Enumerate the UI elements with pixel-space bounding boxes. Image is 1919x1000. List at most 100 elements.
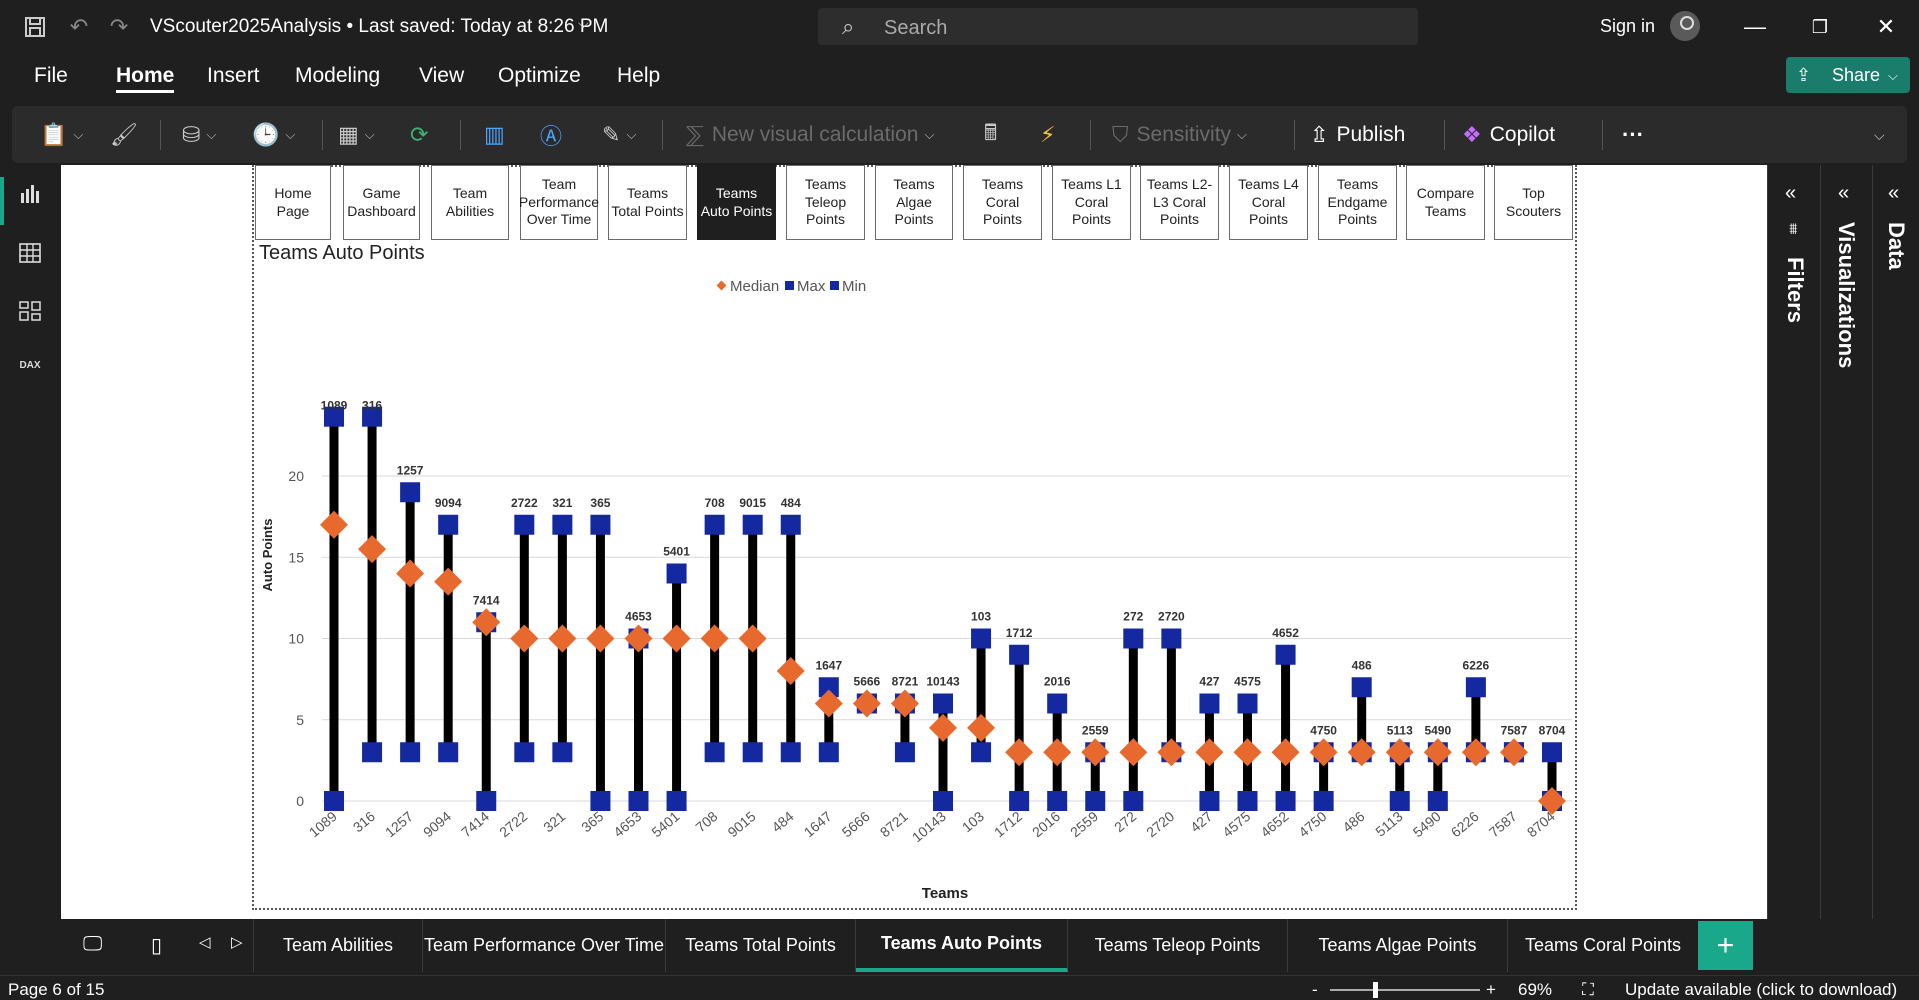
new-measure-button[interactable]: 🖩 (984, 118, 997, 152)
new-visual-button[interactable]: ▥ (484, 118, 505, 152)
nav-game-dashboard[interactable]: Game Dashboard (343, 165, 420, 240)
copilot-button[interactable]: ❖ Copilot (1462, 122, 1556, 147)
report-view-icon[interactable] (17, 183, 43, 209)
min-marker (514, 742, 535, 763)
search-input[interactable]: ⌕ Search (818, 8, 1418, 45)
close-icon[interactable]: ✕ (1876, 14, 1896, 39)
restore-icon[interactable]: ❐ (1811, 16, 1829, 37)
data-pane[interactable]: « Data (1872, 165, 1919, 919)
search-placeholder: Search (884, 17, 948, 39)
nav-compare-teams[interactable]: Compare Teams (1406, 165, 1485, 240)
x-tick-label: 1257 (382, 808, 416, 840)
format-painter-button[interactable]: 🖌 (110, 118, 138, 152)
tab-teams-auto-points[interactable]: Teams Auto Points (856, 919, 1068, 972)
nav-teams-algae-points[interactable]: Teams Algae Points (875, 165, 953, 240)
save-icon[interactable] (20, 12, 50, 42)
filters-pane[interactable]: « ⩩ Filters (1767, 165, 1819, 919)
menu-modeling[interactable]: Modeling (295, 64, 381, 87)
zoom-in-button[interactable]: + (1486, 980, 1496, 999)
table-view-icon[interactable] (17, 242, 43, 268)
menu-optimize[interactable]: Optimize (498, 64, 581, 87)
zoom-level[interactable]: 69% (1518, 980, 1553, 999)
data-label: 1089 (321, 399, 348, 413)
menu-view[interactable]: View (419, 64, 465, 87)
quick-measure-button[interactable]: ⚡ (1040, 118, 1055, 152)
zoom-slider-thumb[interactable] (1373, 982, 1378, 998)
undo-icon[interactable]: ↶ (69, 14, 89, 39)
y-tick-label: 5 (296, 712, 304, 728)
share-button[interactable]: ⇪ Share ⌵ (1786, 57, 1910, 93)
avatar[interactable] (1670, 11, 1700, 41)
update-available-link[interactable]: Update available (click to download) (1625, 980, 1898, 999)
expand-data-icon[interactable]: « (1888, 182, 1900, 204)
nav-teams-auto-points[interactable]: Teams Auto Points (697, 165, 776, 240)
document-title[interactable]: VScouter2025Analysis • Last saved: Today… (150, 16, 609, 37)
add-page-button[interactable]: + (1698, 921, 1753, 970)
nav-teams-l2-l3-coral[interactable]: Teams L2-L3 Coral Points (1140, 165, 1219, 240)
scroll-right-icon[interactable]: ▷ (231, 934, 243, 951)
more-options-button[interactable]: ··· (1622, 122, 1644, 147)
visualizations-pane[interactable]: « Visualizations (1820, 165, 1872, 919)
tab-teams-coral-points[interactable]: Teams Coral Points (1524, 935, 1682, 955)
sign-in-link[interactable]: Sign in (1600, 16, 1656, 36)
menu-help[interactable]: Help (617, 64, 661, 87)
menu-file[interactable]: File (34, 64, 68, 87)
nav-home-page[interactable]: Home Page (255, 165, 331, 240)
tab-teams-teleop-points[interactable]: Teams Teleop Points (1068, 919, 1288, 972)
scroll-left-icon[interactable]: ◁ (199, 934, 211, 951)
nav-teams-l1-coral[interactable]: Teams L1 Coral Points (1052, 165, 1131, 240)
legend-max-label: Max (797, 278, 826, 295)
nav-teams-teleop-points[interactable]: Teams Teleop Points (786, 165, 865, 240)
refresh-button[interactable]: ⟳ (410, 118, 428, 152)
fit-to-page-icon[interactable]: ⛶ (1582, 980, 1594, 999)
menu-insert[interactable]: Insert (207, 64, 260, 87)
model-view-icon[interactable] (17, 300, 43, 326)
legend-min-label: Min (842, 278, 866, 295)
min-marker (780, 742, 801, 763)
median-marker (662, 624, 691, 653)
get-data-button[interactable]: ⛁ ⌵ (182, 122, 217, 147)
nav-teams-coral-points[interactable]: Teams Coral Points (963, 165, 1042, 240)
median-marker (1347, 738, 1376, 767)
publish-button[interactable]: ⇫ Publish (1310, 122, 1406, 147)
nav-teams-total-points[interactable]: Teams Total Points (608, 165, 687, 240)
median-marker (738, 624, 767, 653)
min-marker (818, 742, 839, 763)
nav-top-scouters[interactable]: Top Scouters (1494, 165, 1573, 240)
dax-query-view-icon[interactable]: DAX (19, 360, 41, 371)
minimize-icon[interactable]: — (1744, 14, 1766, 39)
more-visuals-button[interactable]: ✎ ⌵ (602, 122, 637, 147)
paste-button[interactable]: 📋 ⌵ (40, 122, 84, 147)
new-visual-calculation-button[interactable]: ⅀ New visual calculation ⌵ (686, 122, 935, 147)
x-tick-label: 4750 (1295, 808, 1329, 840)
data-pane-title: Data (1884, 222, 1909, 270)
desktop-layout-icon[interactable]: 🖵 (83, 933, 103, 955)
page-tabs-bar: 🖵 ▯ ◁ ▷ Team Abilities Team Performance … (61, 919, 1767, 972)
nav-team-abilities[interactable]: Team Abilities (431, 165, 509, 240)
tab-teams-total-points[interactable]: Teams Total Points (666, 919, 856, 972)
mobile-layout-icon[interactable]: ▯ (151, 935, 163, 957)
x-tick-label: 4652 (1257, 808, 1291, 840)
recent-sources-button[interactable]: 🕒 ⌵ (252, 122, 296, 147)
nav-teams-l4-coral[interactable]: Teams L4 Coral Points (1229, 165, 1308, 240)
redo-icon[interactable]: ↷ (109, 14, 129, 39)
zoom-out-button[interactable]: - (1312, 980, 1318, 999)
expand-filters-icon[interactable]: « (1785, 182, 1797, 204)
zoom-slider[interactable] (1330, 989, 1480, 991)
tab-teams-algae-points[interactable]: Teams Algae Points (1288, 919, 1508, 972)
nav-team-performance[interactable]: Team Performance Over Time (519, 165, 599, 240)
expand-visualizations-icon[interactable]: « (1838, 182, 1850, 204)
tab-team-abilities[interactable]: Team Abilities (253, 919, 423, 972)
text-box-button[interactable]: Ⓐ (540, 118, 562, 152)
sensitivity-button[interactable]: ⛉ Sensitivity ⌵ (1112, 122, 1247, 147)
tab-team-performance-over-time[interactable]: Team Performance Over Time (423, 919, 666, 972)
nav-teams-endgame[interactable]: Teams Endgame Points (1318, 165, 1397, 240)
x-tick-label: 9015 (724, 808, 758, 840)
chevron-down-icon[interactable]: ⌵ (578, 15, 589, 31)
median-marker (967, 713, 996, 742)
transform-data-button[interactable]: ▦ ⌵ (338, 122, 375, 147)
search-icon: ⌕ (842, 14, 855, 39)
collapse-ribbon-icon[interactable]: ⌵ (1874, 126, 1885, 143)
menu-home[interactable]: Home (116, 64, 175, 87)
